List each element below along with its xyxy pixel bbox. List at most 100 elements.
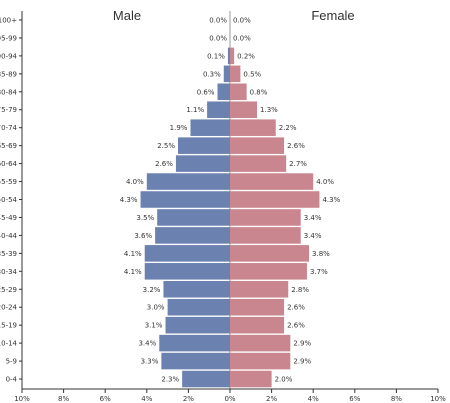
female-bar [230, 245, 310, 262]
male-bar [217, 83, 230, 101]
female-value-label: 3.4% [304, 214, 322, 222]
female-bar [230, 83, 247, 101]
male-value-label: 4.1% [124, 268, 142, 276]
female-value-label: 4.3% [322, 196, 340, 204]
male-bar [144, 263, 230, 280]
female-bar [230, 280, 289, 298]
female-bar [230, 316, 285, 334]
male-bar [190, 119, 230, 136]
female-value-label: 2.6% [287, 142, 305, 150]
male-bar [175, 155, 230, 172]
age-group-label: 40-44 [0, 232, 18, 240]
female-value-label: 0.2% [237, 52, 255, 60]
male-bar [163, 280, 230, 298]
female-value-label: 2.9% [293, 340, 311, 348]
female-value-label: 2.7% [289, 160, 307, 168]
female-bar [230, 65, 241, 83]
male-bar [167, 298, 230, 316]
bar-layer [140, 47, 320, 388]
female-value-label: 0.5% [243, 70, 261, 78]
male-bar [159, 334, 230, 352]
female-value-label: 2.6% [287, 304, 305, 312]
female-bar [230, 173, 314, 190]
male-value-label: 3.3% [141, 358, 159, 366]
male-bar [161, 352, 230, 370]
female-bar [230, 370, 272, 388]
male-bar [155, 227, 230, 244]
male-bar [223, 65, 230, 83]
male-value-label: 4.3% [120, 196, 138, 204]
female-value-label: 0.8% [250, 88, 268, 96]
age-group-label: 30-34 [0, 268, 18, 276]
age-group-label: 70-74 [0, 124, 18, 132]
male-bar [178, 137, 230, 154]
male-value-label: 2.3% [161, 376, 179, 384]
x-tick-label: 2% [183, 395, 194, 403]
female-value-label: 0.0% [233, 16, 251, 24]
x-tick-label: 6% [349, 395, 360, 403]
age-group-label: 35-39 [0, 250, 17, 258]
female-series-label: Female [311, 8, 354, 23]
age-group-label: 75-79 [0, 106, 17, 114]
x-tick-label: 8% [58, 395, 69, 403]
x-tick-label: 10% [14, 395, 30, 403]
age-group-label: 65-69 [0, 142, 17, 150]
male-value-label: 2.6% [155, 160, 173, 168]
female-bar [230, 227, 301, 244]
male-bar [165, 316, 230, 334]
x-tick-label: 6% [100, 395, 111, 403]
male-bar [227, 47, 230, 65]
x-tick-label: 0% [224, 395, 235, 403]
male-bar [207, 101, 230, 119]
age-group-label: 15-19 [0, 322, 17, 330]
male-value-label: 3.4% [138, 340, 156, 348]
male-value-label: 0.1% [207, 52, 225, 60]
male-series-label: Male [113, 8, 141, 23]
male-value-label: 0.0% [209, 34, 227, 42]
female-value-label: 3.7% [310, 268, 328, 276]
x-tick-label: 4% [308, 395, 319, 403]
age-group-label: 60-64 [0, 160, 18, 168]
axis-layer: 10% 8% 6% 4% 2% 0% 2% 4% 6% 8% 10% 100+ 95-99 90-94 85… [0, 11, 446, 403]
female-bar [230, 137, 285, 154]
male-value-label: 2.5% [157, 142, 175, 150]
male-value-label: 3.6% [134, 232, 152, 240]
male-value-label: 4.1% [124, 250, 142, 258]
male-value-label: 0.6% [197, 88, 215, 96]
female-bar [230, 155, 287, 172]
female-value-label: 1.3% [260, 106, 278, 114]
age-group-label: 45-49 [0, 214, 17, 222]
female-bar [230, 119, 276, 136]
female-value-label: 2.6% [287, 322, 305, 330]
female-value-label: 2.2% [279, 124, 297, 132]
male-value-label: 4.0% [126, 178, 144, 186]
female-value-label: 2.0% [275, 376, 293, 384]
age-group-label: 85-89 [0, 70, 17, 78]
male-value-label: 3.2% [143, 286, 161, 294]
male-value-label: 3.1% [145, 322, 163, 330]
age-group-label: 80-84 [0, 88, 18, 96]
age-group-label: 20-24 [0, 304, 18, 312]
female-bar [230, 191, 320, 208]
female-value-label: 2.9% [293, 358, 311, 366]
age-group-label: 95-99 [0, 34, 17, 42]
female-bar [230, 334, 291, 352]
age-group-label: 0-4 [6, 376, 18, 384]
male-value-label: 3.5% [136, 214, 154, 222]
male-bar [144, 245, 230, 262]
label-layer: 0.0% 0.0% 0.0% 0.0% 0.1% 0.2% 0.3% 0.5% 0.6% 0.8%… [120, 16, 341, 383]
age-group-label: 25-29 [0, 286, 17, 294]
male-bar [157, 209, 230, 226]
age-group-label: 100+ [0, 16, 17, 24]
female-value-label: 0.0% [233, 34, 251, 42]
male-value-label: 1.9% [170, 124, 188, 132]
male-value-label: 1.1% [186, 106, 204, 114]
female-bar [230, 47, 235, 65]
x-tick-label: 8% [391, 395, 402, 403]
male-value-label: 0.3% [203, 70, 221, 78]
female-bar [230, 352, 291, 370]
x-tick-label: 2% [266, 395, 277, 403]
age-group-label: 90-94 [0, 52, 18, 60]
male-bar [146, 173, 230, 190]
